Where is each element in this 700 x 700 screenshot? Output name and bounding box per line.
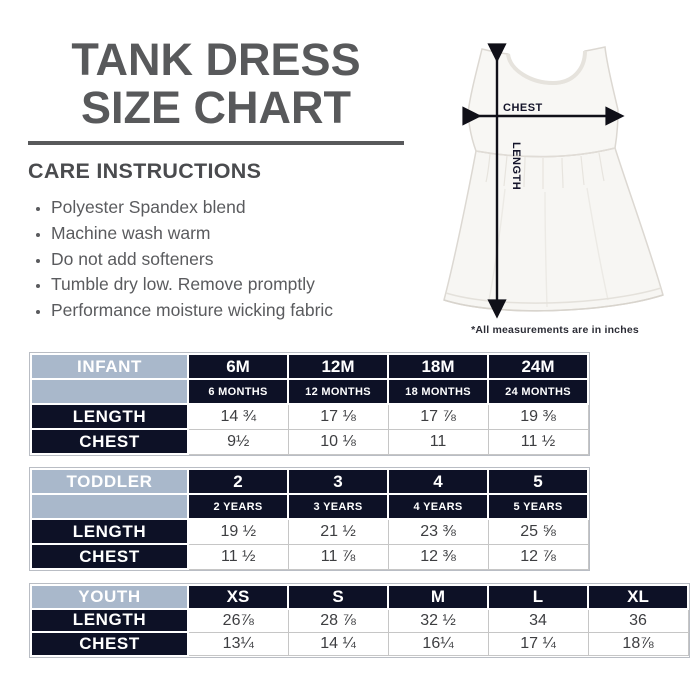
care-item: Tumble dry low. Remove promptly xyxy=(51,272,404,298)
measure-value-cell: 12 ⅜ xyxy=(387,543,489,570)
care-item: Polyester Spandex blend xyxy=(51,195,404,221)
size-column-header: L xyxy=(487,584,589,610)
size-table: TODDLER 2 3 4 5 2 YEARS 3 YEARS 4 YEARS 5 YEARS L… xyxy=(30,468,589,570)
measure-value-cell: 11 ½ xyxy=(187,543,289,570)
care-instructions-list: Polyester Spandex blend Machine wash war… xyxy=(28,195,404,324)
dress-skirt xyxy=(443,147,664,312)
measure-value-cell: 28 ⅞ xyxy=(287,608,389,633)
measure-row-label: LENGTH xyxy=(30,518,189,545)
measure-value-cell: 34 xyxy=(487,608,589,633)
size-column-subheader: 5 YEARS xyxy=(487,493,589,520)
size-table: INFANT 6M 12M 18M 24M 6 MONTHS 12 MONTHS 18 MON… xyxy=(30,353,589,455)
measure-value-cell: 23 ⅜ xyxy=(387,518,489,545)
measure-value-cell: 10 ⅛ xyxy=(287,428,389,455)
size-table-infant: INFANT 6M 12M 18M 24M 6 MONTHS 12 MONTHS 18 MON… xyxy=(29,352,590,456)
size-column-header: 6M xyxy=(187,353,289,380)
size-column-header: 5 xyxy=(487,468,589,495)
chest-measure-label: CHEST xyxy=(503,102,543,114)
size-table-youth: YOUTH XS S M L XL LENGTH 26⅞ 28 ⅞ 32 ½ 34 36 CHEST 13… xyxy=(29,583,690,658)
measure-row-label: LENGTH xyxy=(30,403,189,430)
age-group-label: INFANT xyxy=(30,353,189,380)
measure-row-label: CHEST xyxy=(30,631,189,657)
care-item: Performance moisture wicking fabric xyxy=(51,298,404,324)
size-column-header: 2 xyxy=(187,468,289,495)
measure-value-cell: 14 ¾ xyxy=(187,403,289,430)
size-column-header: 3 xyxy=(287,468,389,495)
page-title-line2: SIZE CHART xyxy=(81,82,351,133)
age-group-label: YOUTH xyxy=(30,584,189,610)
size-column-header: S xyxy=(287,584,389,610)
measure-row-label: LENGTH xyxy=(30,607,189,633)
page-title-line1: TANK DRESS xyxy=(71,34,361,85)
measure-value-cell: 26⅞ xyxy=(187,608,289,633)
size-column-subheader: 2 YEARS xyxy=(187,493,289,520)
size-column-header: XS xyxy=(187,584,289,610)
page-title: TANK DRESS SIZE CHART xyxy=(28,36,404,132)
measure-value-cell: 19 ⅜ xyxy=(487,403,589,430)
size-table-toddler: TODDLER 2 3 4 5 2 YEARS 3 YEARS 4 YEARS 5 YEARS L… xyxy=(29,467,590,571)
size-column-header: 4 xyxy=(387,468,489,495)
measure-value-cell: 32 ½ xyxy=(387,608,489,633)
measure-row-label: CHEST xyxy=(30,543,189,570)
measure-row-label: CHEST xyxy=(30,428,189,455)
care-instructions-heading: CARE INSTRUCTIONS xyxy=(28,159,262,183)
measure-value-cell: 16¼ xyxy=(387,631,489,656)
measure-value-cell: 19 ½ xyxy=(187,518,289,545)
size-column-subheader: 3 YEARS xyxy=(287,493,389,520)
size-table: YOUTH XS S M L XL LENGTH 26⅞ 28 ⅞ 32 ½ 34 36 CHEST 13… xyxy=(30,584,689,657)
measure-value-cell: 11 ½ xyxy=(487,428,589,455)
measure-value-cell: 25 ⅝ xyxy=(487,518,589,545)
measure-value-cell: 13¼ xyxy=(187,631,289,656)
dress-hem-band-inner xyxy=(445,287,662,304)
measure-value-cell: 17 ⅞ xyxy=(387,403,489,430)
care-item: Do not add softeners xyxy=(51,247,404,273)
dress-hem-band xyxy=(443,294,664,312)
size-column-subheader: 6 MONTHS xyxy=(187,378,289,405)
size-column-header: XL xyxy=(587,584,689,610)
care-item: Machine wash warm xyxy=(51,221,404,247)
size-column-subheader: 18 MONTHS xyxy=(387,378,489,405)
size-column-header: 18M xyxy=(387,353,489,380)
measure-value-cell: 12 ⅞ xyxy=(487,543,589,570)
dress-bodice xyxy=(467,46,619,158)
measurements-note: *All measurements are in inches xyxy=(471,324,639,336)
measure-value-cell: 36 xyxy=(587,608,689,633)
tank-dress-illustration: CHEST LENGTH xyxy=(443,43,664,319)
left-column: TANK DRESS SIZE CHART CARE INSTRUCTIONS … xyxy=(28,36,404,324)
size-column-header: 24M xyxy=(487,353,589,380)
measure-value-cell: 11 xyxy=(387,428,489,455)
length-measure-label: LENGTH xyxy=(510,142,522,190)
size-column-subheader: 4 YEARS xyxy=(387,493,489,520)
dress-neckband xyxy=(506,50,587,86)
age-group-spacer xyxy=(30,378,189,405)
measure-value-cell: 21 ½ xyxy=(287,518,389,545)
age-group-spacer xyxy=(30,493,189,520)
measure-value-cell: 9½ xyxy=(187,428,289,455)
measure-value-cell: 17 ¼ xyxy=(487,631,589,656)
age-group-label: TODDLER xyxy=(30,468,189,495)
size-column-subheader: 24 MONTHS xyxy=(487,378,589,405)
measure-value-cell: 18⅞ xyxy=(587,631,689,656)
size-column-header: M xyxy=(387,584,489,610)
size-column-header: 12M xyxy=(287,353,389,380)
measure-value-cell: 14 ¼ xyxy=(287,631,389,656)
size-column-subheader: 12 MONTHS xyxy=(287,378,389,405)
measure-value-cell: 11 ⅞ xyxy=(287,543,389,570)
title-divider xyxy=(28,141,404,145)
measure-value-cell: 17 ⅛ xyxy=(287,403,389,430)
